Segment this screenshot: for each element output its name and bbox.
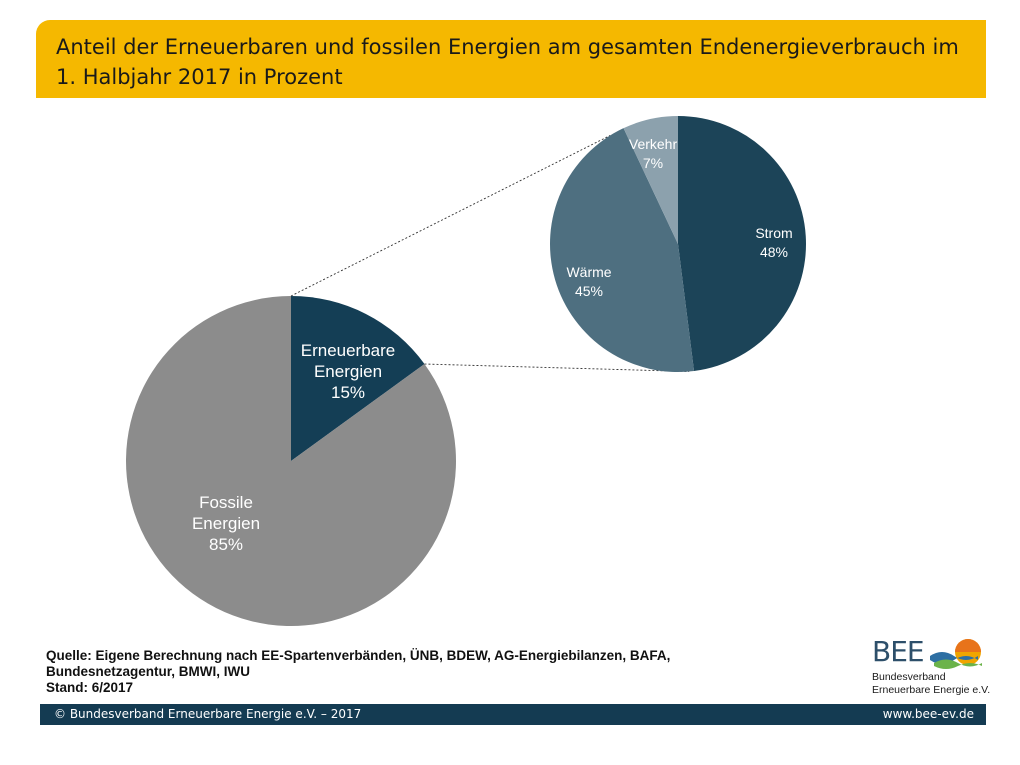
slice-name-erneuerbare-energien: Energien xyxy=(314,362,382,381)
footer-copyright: © Bundesverband Erneuerbare Energie e.V.… xyxy=(54,707,362,721)
slice-label-strom: Strom 48% xyxy=(755,225,792,260)
slice-value-fossile-energien: 85% xyxy=(209,535,243,554)
logo-subtitle-line-2: Erneuerbare Energie e.V. xyxy=(872,684,991,696)
slice-name-w-rme: Wärme xyxy=(566,264,611,280)
slice-value-verkehr: 7% xyxy=(643,155,663,171)
zoom-connector-lines xyxy=(290,135,690,372)
slice-name-erneuerbare-energien: Erneuerbare xyxy=(301,341,396,360)
slice-label-erneuerbare-energien: Erneuerbare Energien 15% xyxy=(301,341,396,402)
footer-bar: © Bundesverband Erneuerbare Energie e.V.… xyxy=(40,704,986,725)
slice-name-strom: Strom xyxy=(755,225,792,241)
slice-name-fossile-energien: Energien xyxy=(192,514,260,533)
pie-slice-erneuerbare-energien xyxy=(291,296,425,461)
source-line-1: Quelle: Eigene Berechnung nach EE-Sparte… xyxy=(46,648,671,663)
slice-label-fossile-energien: Fossile Energien 85% xyxy=(192,493,260,554)
footer-url-link[interactable]: www.bee-ev.de xyxy=(882,707,974,721)
slice-name-fossile-energien: Fossile xyxy=(199,493,253,512)
pie-slice-strom xyxy=(678,116,807,371)
logo-subtitle-line-1: Bundesverband xyxy=(872,671,946,683)
source-line-3: Stand: 6/2017 xyxy=(46,680,134,695)
slice-value-w-rme: 45% xyxy=(575,283,603,299)
detail-pie-chart: Strom 48% Wärme 45% Verkehr 7% xyxy=(550,116,807,373)
slice-name-verkehr: Verkehr xyxy=(629,136,678,152)
source-line-2: Bundesnetzagentur, BMWI, IWU xyxy=(46,664,250,679)
main-pie-chart: Erneuerbare Energien 15% Fossile Energien 85% xyxy=(125,296,456,627)
slice-label-verkehr: Verkehr 7% xyxy=(629,136,678,171)
pie-slice-fossile-energien xyxy=(125,296,456,627)
pie-slice-verkehr xyxy=(623,116,678,244)
slice-value-erneuerbare-energien: 15% xyxy=(331,383,365,402)
sun-wave-icon xyxy=(930,639,982,669)
connector-line-bottom xyxy=(424,363,690,372)
logo-subtitle: Bundesverband Erneuerbare Energie e.V. xyxy=(872,671,1002,697)
slice-label-w-rme: Wärme 45% xyxy=(566,264,611,299)
connector-line-top xyxy=(290,135,611,297)
bee-logo: BEE Bundesverband Erneuerbare Energie e.… xyxy=(872,636,992,702)
pie-slice-w-rme xyxy=(550,128,695,373)
logo-text: BEE xyxy=(872,635,925,668)
chart-title: Anteil der Erneuerbaren und fossilen Ene… xyxy=(36,20,986,98)
slice-value-strom: 48% xyxy=(760,244,788,260)
source-note: Quelle: Eigene Berechnung nach EE-Sparte… xyxy=(46,648,746,696)
